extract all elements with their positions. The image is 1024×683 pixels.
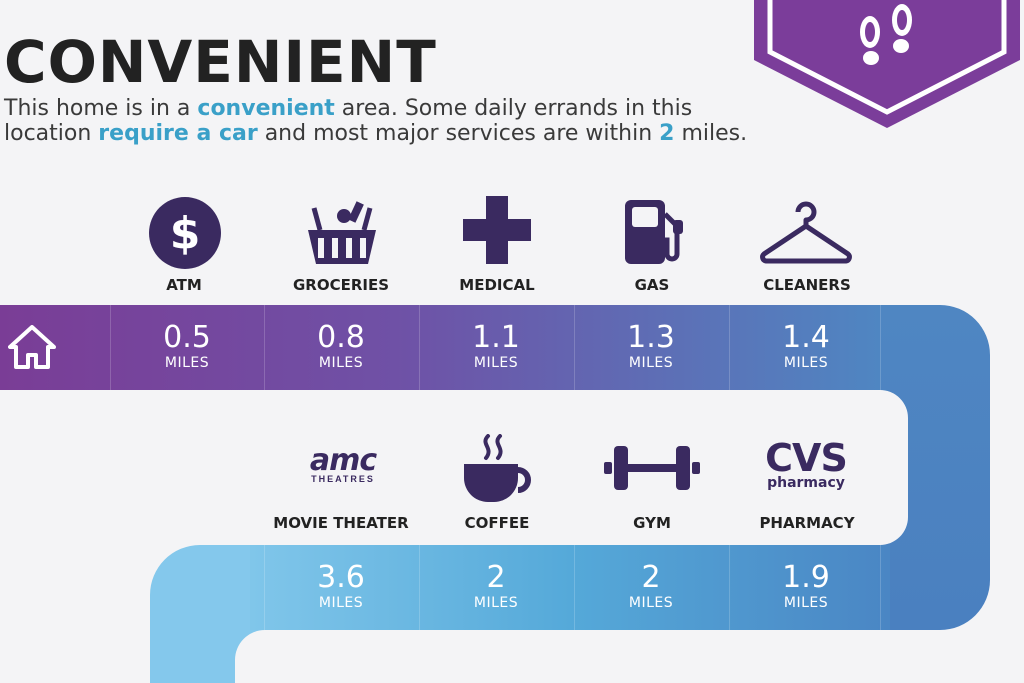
description-text: This home is in a convenient area. Some … xyxy=(4,96,764,146)
page-title: CONVENIENT xyxy=(4,28,437,96)
desc-part: area. Some daily errands in this locatio… xyxy=(4,96,693,146)
cvs-logo-subtext: pharmacy xyxy=(767,475,845,491)
distance-value: 2 xyxy=(486,560,506,595)
distance-unit: MILES xyxy=(628,355,674,371)
desc-highlight: convenient xyxy=(197,96,335,121)
cell-divider xyxy=(729,545,730,630)
cvs-logo-text: CVS xyxy=(765,436,848,480)
distance-unit: MILES xyxy=(783,355,829,371)
desc-highlight: require a car xyxy=(98,121,258,146)
distance-unit: MILES xyxy=(628,595,674,611)
distance-movie-theater: 3.6 MILES xyxy=(264,545,418,631)
walk-score-badge xyxy=(754,0,1020,128)
cell-divider xyxy=(880,305,881,390)
distance-unit: MILES xyxy=(318,355,364,371)
label-medical: MEDICAL xyxy=(459,276,535,294)
svg-text:$: $ xyxy=(170,208,201,259)
cell-divider xyxy=(729,305,730,390)
label-groceries: GROCERIES xyxy=(292,276,390,294)
label-cleaners: CLEANERS xyxy=(763,276,851,294)
cell-divider xyxy=(264,305,265,390)
distance-value: 1.1 xyxy=(472,320,520,355)
label-gas: GAS xyxy=(634,276,670,294)
distance-cleaners: 1.4 MILES xyxy=(729,305,883,391)
distance-gym: 2 MILES xyxy=(574,545,728,631)
distance-medical: 1.1 MILES xyxy=(419,305,573,391)
distance-unit: MILES xyxy=(473,595,519,611)
cell-divider xyxy=(419,305,420,390)
cell-divider xyxy=(574,305,575,390)
cell-divider xyxy=(264,545,265,630)
distance-unit: MILES xyxy=(164,355,210,371)
label-movie-theater: MOVIE THEATER xyxy=(273,514,409,532)
distance-value: 1.9 xyxy=(782,560,830,595)
distance-unit: MILES xyxy=(318,595,364,611)
distance-value: 0.5 xyxy=(163,320,211,355)
amc-logo-text: amc xyxy=(309,443,377,478)
distance-value: 2 xyxy=(641,560,661,595)
distance-pharmacy: 1.9 MILES xyxy=(729,545,883,631)
distance-value: 1.4 xyxy=(782,320,830,355)
label-atm: ATM xyxy=(166,276,202,294)
distance-unit: MILES xyxy=(473,355,519,371)
cell-divider xyxy=(419,545,420,630)
house-icon xyxy=(8,325,56,369)
coffee-icon xyxy=(464,434,531,502)
cell-divider xyxy=(880,545,881,630)
desc-part: This home is in a xyxy=(4,96,198,121)
distance-unit: MILES xyxy=(783,595,829,611)
distance-value: 1.3 xyxy=(627,320,675,355)
label-pharmacy: PHARMACY xyxy=(759,514,855,532)
distance-groceries: 0.8 MILES xyxy=(264,305,418,391)
desc-highlight: 2 xyxy=(659,121,675,146)
amc-logo: amc THEATRES xyxy=(298,443,388,485)
cell-divider xyxy=(110,305,111,390)
basket-icon xyxy=(308,201,376,264)
label-coffee: COFFEE xyxy=(464,514,530,532)
label-gym: GYM xyxy=(633,514,671,532)
distance-value: 0.8 xyxy=(317,320,365,355)
cvs-logo: CVS pharmacy xyxy=(760,436,852,491)
dollar-icon: $ xyxy=(149,197,221,269)
cross-icon xyxy=(463,196,531,264)
dumbbell-icon xyxy=(604,446,700,490)
desc-part: and most major services are within xyxy=(257,121,660,146)
hanger-icon xyxy=(760,201,852,264)
gas-pump-icon xyxy=(625,200,683,264)
amc-logo-subtext: THEATRES xyxy=(311,474,375,484)
distance-gas: 1.3 MILES xyxy=(574,305,728,391)
distance-value: 3.6 xyxy=(317,560,365,595)
distance-coffee: 2 MILES xyxy=(419,545,573,631)
cell-divider xyxy=(574,545,575,630)
distance-atm: 0.5 MILES xyxy=(110,305,264,391)
desc-part: miles. xyxy=(674,121,748,146)
